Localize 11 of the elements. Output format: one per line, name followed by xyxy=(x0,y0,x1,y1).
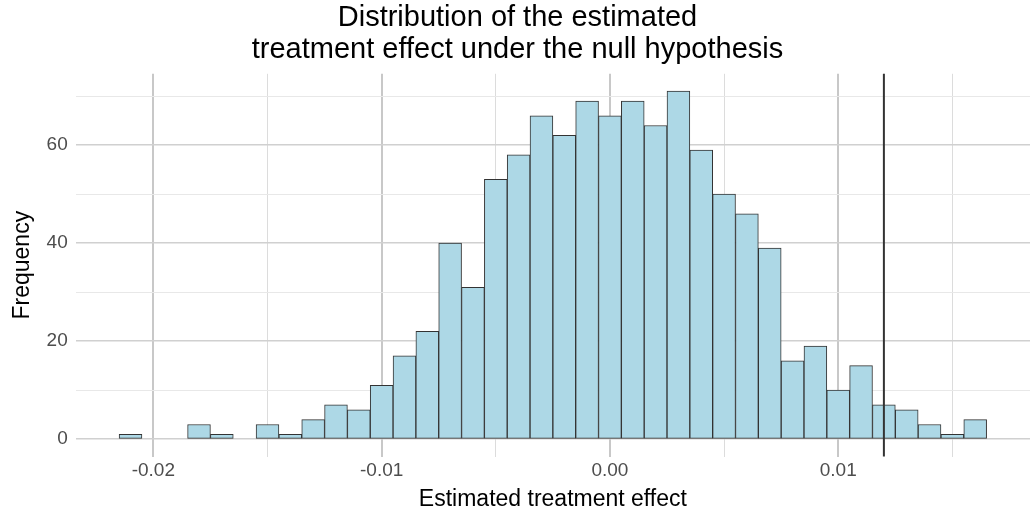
y-axis-title: Frequency xyxy=(8,210,35,320)
x-tick-label: 0.01 xyxy=(819,459,857,481)
y-tick-label: 60 xyxy=(46,133,68,155)
y-tick-label: 40 xyxy=(46,231,68,253)
x-tick-label: -0.02 xyxy=(131,459,176,481)
y-tick-label: 0 xyxy=(57,427,68,449)
x-tick-label: 0.00 xyxy=(591,459,629,481)
x-tick-label: -0.01 xyxy=(359,459,404,481)
x-axis-title: Estimated treatment effect xyxy=(418,484,688,511)
chart-title: Distribution of the estimated treatment effect under the null hypothesis xyxy=(251,0,784,64)
y-tick-label: 20 xyxy=(46,329,68,351)
